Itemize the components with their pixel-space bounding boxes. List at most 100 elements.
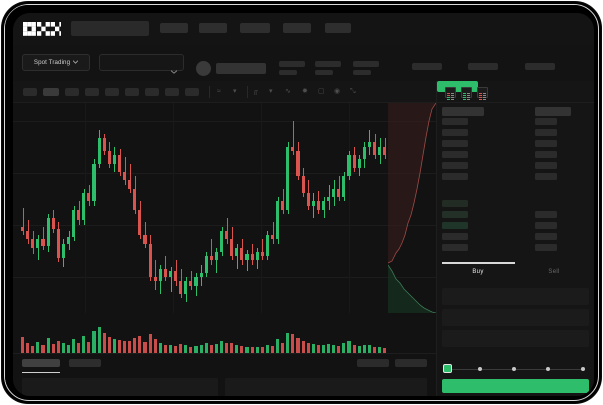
- okx-logo-icon[interactable]: [23, 22, 61, 36]
- candle-body: [41, 239, 45, 246]
- nav-item-2[interactable]: [199, 23, 227, 33]
- orderbook-ask-amount[interactable]: [535, 129, 557, 136]
- orderbook-header: [437, 81, 594, 103]
- volume-bar: [174, 345, 178, 353]
- candle-body: [245, 254, 249, 261]
- bottom-tab-1[interactable]: [22, 359, 60, 367]
- orderbook-bid-amount[interactable]: [535, 244, 557, 251]
- candle-body: [82, 193, 86, 221]
- orderbook-bid-amount[interactable]: [535, 233, 557, 240]
- nav-item-5[interactable]: [325, 23, 351, 33]
- tab-sell-label: Sell: [548, 269, 560, 275]
- orderbook-both-icon[interactable]: [445, 87, 456, 100]
- volume-bar: [296, 338, 300, 353]
- nav-item-4[interactable]: [283, 23, 311, 33]
- indicators-icon[interactable]: ≈: [217, 88, 221, 95]
- candle-body: [158, 268, 162, 282]
- orderbook-ask-amount[interactable]: [535, 151, 557, 158]
- volume-bar: [260, 347, 264, 353]
- orderbook-ask-price[interactable]: [442, 107, 484, 116]
- candle-body: [174, 270, 178, 282]
- timeframe-chip-6[interactable]: [125, 88, 139, 96]
- percent-slider-node-100[interactable]: [581, 366, 585, 371]
- volume-bar: [311, 343, 315, 353]
- orderbook-ask-price[interactable]: [442, 140, 468, 147]
- volume-bar: [143, 341, 147, 353]
- candle-body: [26, 230, 30, 240]
- chevron-down-icon-2[interactable]: ▾: [269, 88, 273, 95]
- candle-wick: [43, 226, 44, 250]
- orderbook-ask-amount[interactable]: [535, 140, 557, 147]
- orderbook-ask-price[interactable]: [442, 118, 468, 125]
- percent-slider-node-75[interactable]: [546, 366, 550, 371]
- line-chart-icon[interactable]: ∿: [285, 88, 291, 95]
- tab-buy[interactable]: Buy: [441, 269, 515, 275]
- submit-buy-button[interactable]: [442, 379, 589, 393]
- nav-item-1[interactable]: [160, 23, 188, 33]
- timeframe-chip-8[interactable]: [165, 88, 179, 96]
- orderbook-ask-amount[interactable]: [535, 162, 557, 169]
- orderbook-bid-price[interactable]: [442, 200, 468, 207]
- candle-wick: [37, 235, 39, 261]
- timeframe-chip-7[interactable]: [145, 88, 159, 96]
- candle-body: [92, 163, 96, 202]
- timeframe-chip-9[interactable]: [185, 88, 199, 96]
- market-stat-1-label: [279, 70, 297, 75]
- orderbook-ask-price[interactable]: [442, 173, 468, 180]
- orderbook-bid-price[interactable]: [442, 222, 468, 229]
- orderbook-bid-price[interactable]: [442, 211, 468, 218]
- nav-item-3[interactable]: [240, 23, 270, 33]
- orderbook-ask-amount[interactable]: [535, 173, 557, 180]
- orderbook-ask-price[interactable]: [442, 151, 468, 158]
- timeframe-chip-2[interactable]: [43, 88, 59, 96]
- price-chart[interactable]: [13, 103, 436, 353]
- orderbook-current-price: [437, 81, 478, 92]
- candle-wick: [129, 163, 131, 193]
- global-search-input[interactable]: [71, 21, 149, 36]
- candle-body: [347, 155, 351, 177]
- bottom-action-1[interactable]: [357, 359, 389, 367]
- percent-slider-handle[interactable]: [443, 364, 452, 373]
- orderbook-bid-price[interactable]: [442, 244, 468, 251]
- toolbar-divider-1: [209, 86, 210, 98]
- timeframe-chip-5[interactable]: [105, 88, 119, 96]
- percent-slider-node-50[interactable]: [512, 366, 516, 371]
- timeframe-chip-4[interactable]: [85, 88, 99, 96]
- bottom-action-2[interactable]: [395, 359, 427, 367]
- candle-body: [194, 277, 198, 286]
- order-total-input[interactable]: [442, 330, 589, 347]
- bottom-tab-2[interactable]: [69, 359, 101, 367]
- volume-bar: [301, 340, 305, 353]
- market-type-dropdown[interactable]: Spot Trading: [22, 54, 90, 71]
- volume-bar: [357, 345, 361, 353]
- tab-sell[interactable]: Sell: [517, 269, 591, 275]
- trading-pair-dropdown[interactable]: [99, 54, 184, 74]
- orderbook-bid-amount[interactable]: [535, 211, 557, 218]
- orderbook-ask-amount[interactable]: [535, 118, 557, 125]
- orderbook-bid-amount[interactable]: [535, 222, 557, 229]
- timeframe-chip-3[interactable]: [65, 88, 79, 96]
- orderbook-ask-amount[interactable]: [535, 107, 571, 116]
- camera-icon[interactable]: ▢: [318, 88, 325, 95]
- percent-slider-node-25[interactable]: [478, 366, 482, 371]
- fullscreen-icon[interactable]: ⤡: [350, 88, 356, 95]
- order-price-input[interactable]: [442, 288, 589, 305]
- order-amount-input[interactable]: [442, 309, 589, 326]
- volume-bar: [199, 345, 203, 353]
- chevron-down-icon[interactable]: ▾: [233, 88, 237, 95]
- orderbook-rows[interactable]: [437, 81, 594, 251]
- chart-type-icon[interactable]: ╓: [253, 88, 258, 95]
- orderbook-bid-price[interactable]: [442, 233, 468, 240]
- candle-body: [123, 171, 127, 181]
- orderbook-asks-icon[interactable]: [477, 87, 488, 100]
- chart-vgridline: [173, 103, 174, 313]
- candle-wick: [369, 129, 371, 156]
- orderbook-ask-price[interactable]: [442, 162, 468, 169]
- market-stat-2-label: [315, 70, 333, 75]
- orderbook-ask-price[interactable]: [442, 129, 468, 136]
- orderbook-bids-icon[interactable]: [461, 87, 472, 100]
- settings-icon[interactable]: ◉: [334, 88, 341, 95]
- volume-bar: [36, 341, 40, 353]
- pencil-icon[interactable]: ✸: [302, 88, 308, 95]
- timeframe-chip-1[interactable]: [23, 88, 37, 96]
